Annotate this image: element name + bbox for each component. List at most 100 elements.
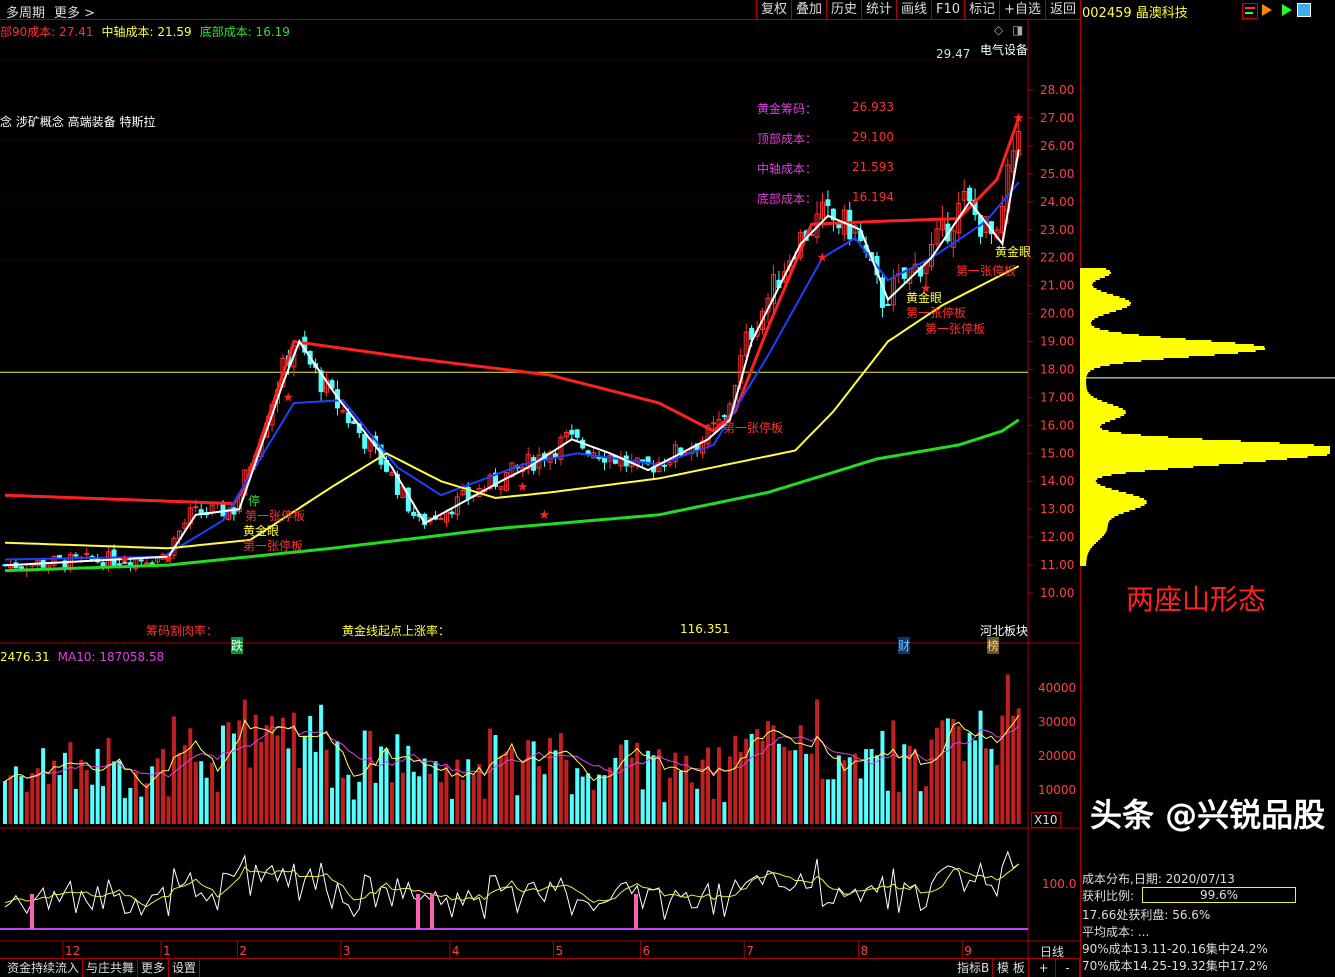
toolbar-button[interactable]: 统计 <box>861 0 896 20</box>
play-green-icon[interactable] <box>1282 4 1292 16</box>
bottom-tab[interactable]: 设置 <box>169 959 201 977</box>
template-button[interactable]: 模 板 <box>994 959 1029 977</box>
volume-bar <box>907 745 912 824</box>
volume-bar <box>558 733 563 824</box>
volume-value: 2476.31 <box>0 650 50 664</box>
volume-bar <box>929 739 934 824</box>
chip-bar <box>1080 396 1094 398</box>
volume-bar <box>689 782 694 824</box>
volume-bar <box>951 719 956 824</box>
chip-bar <box>1080 372 1089 374</box>
price-tick-label: 20.00 <box>1040 307 1074 321</box>
high-price-label: 29.47 <box>936 47 971 61</box>
chip-bar <box>1080 528 1108 530</box>
toolbar-button[interactable]: +自选 <box>999 0 1045 20</box>
chip-bar <box>1080 510 1130 512</box>
period-label[interactable]: 日线 <box>1040 945 1065 959</box>
month-label: 3 <box>343 944 351 958</box>
chip-bar <box>1080 290 1102 292</box>
volume-bar <box>629 757 634 824</box>
badge-die[interactable]: 跌 <box>231 637 244 654</box>
chip-bar <box>1080 346 1265 348</box>
volume-bar <box>755 729 760 824</box>
volume-bar <box>760 740 765 824</box>
zoom-out-button[interactable]: - <box>1056 959 1080 977</box>
volume-bar <box>264 725 269 824</box>
volume-bar <box>400 772 405 824</box>
star-icon: ★ <box>282 390 294 405</box>
multi-period-button[interactable]: 多周期 <box>6 6 46 21</box>
chip-bar <box>1080 482 1098 484</box>
volume-bar <box>52 760 57 824</box>
toolbar-button[interactable]: F10 <box>931 0 964 20</box>
month-label: 4 <box>452 944 460 958</box>
ma_yellow-line <box>4 265 1020 550</box>
zoom-in-button[interactable]: + <box>1032 959 1056 977</box>
level2-icon[interactable] <box>1242 3 1258 19</box>
chip-bar <box>1080 420 1111 422</box>
indicator-b-button[interactable]: 指标B <box>954 959 994 977</box>
volume-bar <box>368 730 373 824</box>
volume-unit: X10 <box>1031 812 1061 828</box>
month-label: 12 <box>65 944 80 958</box>
volume-bar <box>711 798 716 824</box>
toolbar-button[interactable]: 历史 <box>825 0 861 20</box>
chip-bar <box>1080 326 1095 328</box>
info-label: 顶部成本： <box>757 132 818 146</box>
chip-bar <box>1080 516 1115 518</box>
indicator-signal-bar <box>430 894 434 929</box>
month-label: 6 <box>643 944 651 958</box>
chip-bar <box>1080 500 1147 502</box>
chip-bar <box>1080 400 1102 402</box>
badge-cai[interactable]: 财 <box>898 637 911 654</box>
volume-bar <box>869 748 874 824</box>
chip-bar <box>1080 426 1101 428</box>
candle <box>318 370 324 393</box>
volume-bar <box>602 775 607 824</box>
bottom-tabs: 资金持续流入 与庄共舞 更多 设置 <box>4 959 201 977</box>
volume-bar <box>1005 674 1010 824</box>
volume-bar <box>646 750 651 824</box>
volume-bar <box>340 777 345 824</box>
chip-bar <box>1080 380 1087 382</box>
chip-bar <box>1080 456 1308 458</box>
chip-bar <box>1080 366 1101 368</box>
indicator-tick: 100.0 <box>1042 877 1076 891</box>
chip-bar <box>1080 436 1169 438</box>
volume-bar <box>395 734 400 824</box>
chip-bar <box>1080 534 1105 536</box>
volume-bar <box>842 760 847 824</box>
bottom-tab[interactable]: 与庄共舞 <box>83 959 139 977</box>
diamond-icon[interactable]: ◇ <box>994 23 1004 37</box>
chip-bar <box>1080 464 1219 466</box>
chip-bar <box>1080 442 1280 444</box>
chip-bar <box>1080 474 1112 476</box>
info-value: 26.933 <box>852 100 894 114</box>
ma5-line <box>5 149 1020 567</box>
toolbar-button[interactable]: 画线 <box>896 0 931 20</box>
price-tick-label: 26.00 <box>1040 139 1074 153</box>
chip-bar <box>1080 384 1087 386</box>
candle <box>138 559 144 562</box>
price-tick-label: 22.00 <box>1040 251 1074 265</box>
chip-bar <box>1080 330 1109 332</box>
chip-bar <box>1080 286 1094 288</box>
bottom-tab[interactable]: 更多 <box>138 959 170 977</box>
toolbar-button[interactable]: 标记 <box>964 0 999 20</box>
chip-bar <box>1080 274 1110 276</box>
play-red-icon[interactable] <box>1262 4 1272 16</box>
toolbar-button[interactable]: 返回 <box>1044 0 1080 20</box>
toolbar-button[interactable]: 叠加 <box>790 0 826 20</box>
first-limit-label: 第一张停板 <box>925 321 985 336</box>
volume-bar <box>809 753 814 824</box>
panel-toggle-icon[interactable]: ◨ <box>1012 23 1024 37</box>
chip-bar <box>1080 424 1102 426</box>
candle <box>667 461 673 466</box>
window-icon[interactable] <box>1297 3 1311 17</box>
more-button[interactable]: 更多 > <box>54 6 96 21</box>
toolbar-button[interactable]: 复权 <box>755 0 791 20</box>
badge-bang[interactable]: 榜 <box>987 637 1000 654</box>
volume-bar <box>1000 715 1005 824</box>
volume-bar <box>357 781 362 824</box>
bottom-tab[interactable]: 资金持续流入 <box>4 959 84 977</box>
